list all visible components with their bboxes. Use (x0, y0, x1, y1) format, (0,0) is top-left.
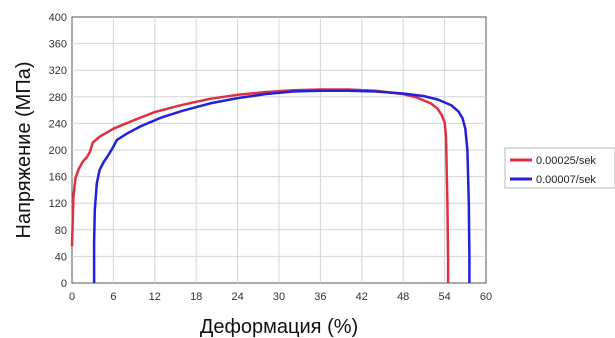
y-tick-label: 40 (55, 251, 67, 263)
y-tick-label: 320 (49, 65, 67, 77)
y-tick-label: 400 (49, 12, 67, 24)
x-tick-label: 54 (438, 291, 450, 303)
x-axis-title: Деформация (%) (200, 316, 358, 338)
x-tick-labels: 0 6 12 18 24 30 36 42 48 54 60 (69, 291, 492, 303)
y-tick-label: 240 (49, 118, 67, 130)
y-tick-label: 200 (49, 145, 67, 157)
series-line-2 (92, 89, 471, 283)
x-tick-label: 48 (397, 291, 409, 303)
series-layer (70, 88, 471, 283)
y-tick-label: 280 (49, 92, 67, 104)
x-tick-label: 18 (190, 291, 202, 303)
y-tick-labels: 0 40 80 120 160 200 240 280 320 360 400 (49, 12, 67, 290)
grid-lines (72, 17, 486, 283)
x-tick-label: 0 (69, 291, 75, 303)
y-tick-label: 360 (49, 39, 67, 51)
x-tick-label: 24 (231, 291, 243, 303)
legend-label-series-1: 0.00025/sek (536, 155, 596, 167)
series-line-1 (70, 88, 450, 283)
x-tick-label: 42 (356, 291, 368, 303)
x-tick-label: 30 (273, 291, 285, 303)
x-tick-label: 36 (314, 291, 326, 303)
x-tick-label: 12 (149, 291, 161, 303)
x-tick-label: 6 (110, 291, 116, 303)
y-tick-label: 160 (49, 172, 67, 184)
y-tick-label: 80 (55, 225, 67, 237)
y-tick-label: 0 (61, 278, 67, 290)
legend-label-series-2: 0.00007/sek (536, 174, 596, 186)
legend-box (504, 147, 615, 189)
legend: 0.00025/sek 0.00007/sek (504, 147, 615, 189)
x-tick-label: 60 (480, 291, 492, 303)
y-axis-title: Напряжение (МПа) (13, 61, 35, 238)
y-tick-label: 120 (49, 198, 67, 210)
